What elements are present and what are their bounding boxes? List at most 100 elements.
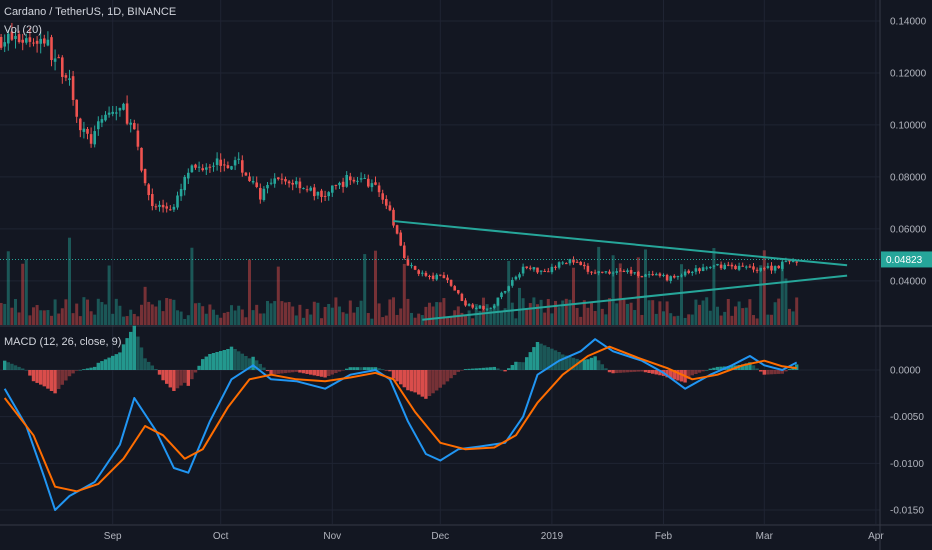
volume-bar [633, 310, 637, 325]
volume-bar [6, 251, 10, 325]
volume-bar [305, 308, 309, 325]
histogram-bar [244, 356, 248, 370]
volume-bar [593, 311, 597, 325]
candle-body [176, 195, 179, 208]
histogram-bar [168, 370, 172, 388]
histogram-bar [273, 370, 277, 375]
histogram-bar [384, 370, 388, 371]
histogram-bar [625, 370, 630, 373]
volume-bar [464, 315, 467, 325]
candle-body [151, 194, 154, 207]
histogram-bar [507, 368, 511, 370]
volume-bar [53, 299, 57, 325]
candle-body [763, 268, 766, 270]
candle-body [730, 264, 734, 267]
volume-bar [687, 314, 691, 325]
histogram-bar [298, 370, 302, 373]
volume-bar [186, 315, 190, 325]
candle-body [248, 176, 251, 182]
volume-bar [431, 306, 435, 325]
histogram-bar [71, 370, 75, 374]
candle-body [608, 271, 611, 274]
volume-bar [482, 297, 485, 325]
histogram-bar [103, 359, 108, 370]
volume-bar [478, 310, 482, 325]
histogram-bar [6, 362, 10, 370]
trendline-lower[interactable] [422, 274, 848, 321]
histogram-bar [190, 370, 194, 380]
candle-body [75, 99, 78, 117]
candle-body [82, 128, 86, 132]
trendlines[interactable] [393, 220, 848, 321]
histogram-bar [550, 348, 554, 370]
candle-body [759, 267, 762, 271]
histogram-bar [741, 364, 745, 370]
histogram-bar [82, 369, 86, 370]
candle-body [338, 182, 341, 186]
volume-bar [428, 302, 431, 325]
volume-bar [586, 307, 590, 325]
histogram-bar [186, 370, 190, 386]
candle-body [230, 166, 233, 170]
volume-bar [64, 299, 68, 325]
volume-bar [39, 310, 43, 325]
histogram-bar [427, 370, 432, 397]
histogram-bar [132, 325, 136, 370]
histogram-bar [395, 370, 399, 382]
histogram-bar [568, 356, 572, 370]
candle-body [305, 189, 309, 191]
histogram-bar [413, 370, 417, 393]
volume-bar [773, 302, 777, 325]
candle-body [467, 304, 471, 306]
histogram-bar [744, 363, 748, 370]
histogram-bar [222, 350, 226, 370]
histogram-bar [147, 361, 151, 370]
histogram-bar [121, 344, 126, 370]
volume-bar [21, 263, 25, 325]
volume-bar [597, 246, 601, 325]
histogram-bar [388, 370, 392, 372]
candle-body [313, 187, 316, 197]
candle-body [795, 261, 798, 263]
axes[interactable]: Sep Oct Nov Dec 2019 Feb Mar Apr 0.14000 0.12000 0… [0, 16, 932, 542]
candle-body [716, 263, 719, 266]
volume-bar [60, 308, 64, 325]
volume-bar [507, 260, 511, 325]
candle-body [712, 265, 716, 267]
candle-body [525, 266, 528, 268]
histogram-bar [312, 370, 316, 376]
candle-body [118, 107, 122, 111]
candle-body [637, 271, 640, 277]
price-tick-label: 0.08000 [890, 172, 927, 183]
histogram-bar [269, 370, 273, 375]
histogram-bar [784, 370, 788, 372]
volume-bar [215, 314, 219, 325]
histogram-bar [773, 370, 777, 375]
histogram-bar [460, 370, 464, 371]
volume-bar [82, 297, 86, 325]
candle-body [316, 191, 320, 196]
volume-bar [284, 302, 287, 325]
candle-body [410, 265, 413, 267]
histogram-bar [319, 370, 324, 377]
volume-bar [572, 267, 575, 325]
symbol-legend[interactable]: Cardano / TetherUS, 1D, BINANCE [4, 6, 177, 18]
histogram-bar [49, 370, 54, 391]
volume-bar [150, 304, 154, 325]
histogram-bar [514, 361, 518, 370]
candle-body [53, 58, 57, 62]
candle-body [745, 266, 748, 268]
histogram-bar [604, 368, 608, 370]
candle-body [0, 36, 3, 48]
histogram-bar [651, 370, 655, 374]
macd-legend[interactable]: MACD (12, 26, close, 9) [4, 336, 122, 348]
trendline-upper[interactable] [393, 220, 848, 267]
last-price-badge [881, 251, 932, 268]
candle-body [622, 270, 626, 273]
histogram-bar [546, 347, 550, 370]
histogram-bar [424, 370, 428, 399]
candle-body [111, 111, 114, 114]
volume-legend[interactable]: Vol (20) [4, 24, 42, 36]
candle-body [352, 179, 356, 182]
